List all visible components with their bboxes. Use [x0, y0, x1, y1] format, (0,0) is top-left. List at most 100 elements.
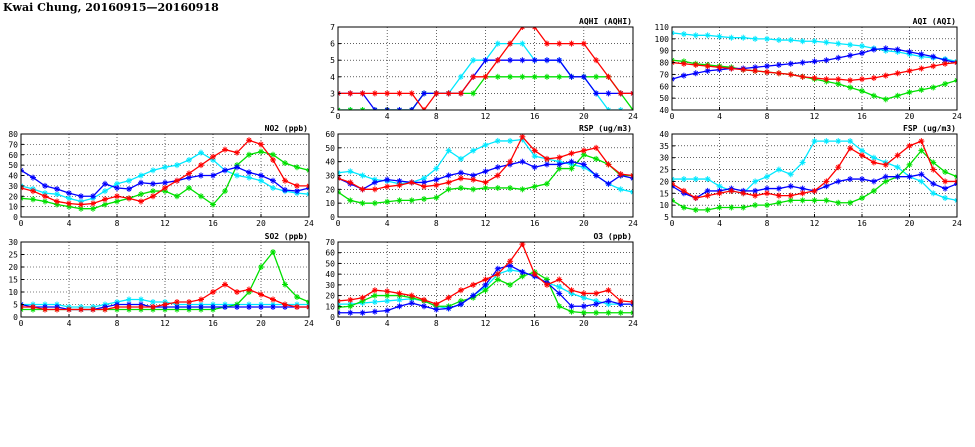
data-point: [531, 271, 538, 278]
data-point: [246, 286, 252, 293]
data-point: [494, 172, 501, 179]
data-point: [580, 290, 587, 297]
data-point: [90, 205, 96, 212]
data-point: [21, 304, 24, 310]
chart-title: RSP (ug/m3): [579, 124, 632, 133]
data-point: [282, 281, 288, 288]
data-point: [894, 173, 901, 180]
data-point: [90, 193, 96, 200]
data-point: [494, 164, 501, 171]
data-point: [54, 191, 60, 198]
y-tick-label: 60: [8, 151, 18, 160]
data-point: [752, 178, 759, 185]
data-point: [568, 303, 575, 310]
data-point: [531, 183, 538, 190]
y-tick-label: 4: [330, 73, 335, 82]
data-point: [775, 37, 782, 44]
data-point: [764, 35, 770, 42]
data-point: [338, 309, 341, 316]
data-point: [787, 71, 794, 78]
data-point: [775, 185, 782, 192]
x-tick-label: 12: [481, 112, 491, 121]
data-point: [752, 192, 759, 199]
data-point: [421, 107, 428, 110]
data-point: [102, 180, 108, 187]
x-tick-label: 4: [717, 219, 722, 228]
data-point: [752, 64, 759, 71]
x-tick-label: 16: [530, 319, 540, 328]
data-point: [580, 40, 587, 47]
data-point: [494, 271, 501, 278]
data-point: [457, 287, 464, 294]
data-point: [906, 89, 913, 96]
data-point: [811, 74, 818, 81]
data-point: [114, 184, 120, 191]
data-point: [954, 59, 957, 66]
data-point: [580, 303, 587, 310]
data-point: [630, 299, 633, 305]
data-point: [21, 167, 24, 174]
data-point: [918, 138, 925, 145]
data-point: [930, 63, 937, 70]
data-point: [930, 190, 937, 197]
data-point: [30, 174, 36, 181]
x-tick-label: 24: [304, 219, 314, 228]
data-point: [234, 304, 240, 310]
data-point: [371, 287, 378, 294]
chart-title: AQI (AQI): [913, 17, 956, 26]
data-point: [930, 166, 937, 173]
data-point: [811, 138, 818, 145]
data-point: [384, 198, 391, 205]
data-point: [234, 164, 240, 171]
data-point: [823, 76, 830, 83]
data-point: [482, 281, 489, 288]
data-point: [359, 172, 366, 179]
data-point: [859, 42, 865, 49]
y-tick-label: 40: [325, 270, 335, 279]
x-tick-label: 4: [67, 219, 72, 228]
data-point: [680, 204, 687, 211]
data-point: [246, 174, 252, 181]
data-point: [692, 195, 699, 202]
data-point: [270, 296, 276, 303]
data-point: [198, 172, 204, 179]
data-point: [162, 184, 168, 191]
data-point: [605, 297, 612, 304]
x-tick-label: 8: [434, 219, 439, 228]
data-point: [222, 167, 228, 174]
x-tick-label: 12: [160, 319, 170, 328]
data-point: [421, 196, 428, 203]
x-tick-label: 16: [530, 219, 540, 228]
data-point: [258, 264, 264, 270]
data-point: [347, 107, 354, 110]
data-point: [519, 158, 526, 165]
data-point: [882, 161, 889, 168]
data-point: [556, 290, 563, 297]
data-point: [593, 90, 600, 97]
data-point: [672, 29, 675, 36]
data-point: [556, 165, 563, 172]
data-point: [835, 40, 842, 47]
data-point: [421, 183, 428, 190]
y-tick-label: 20: [8, 192, 18, 201]
data-point: [847, 145, 854, 152]
x-tick-label: 16: [857, 219, 867, 228]
data-point: [568, 165, 575, 172]
data-point: [210, 172, 216, 179]
data-point: [954, 197, 957, 204]
data-point: [593, 57, 600, 64]
data-point: [246, 151, 252, 158]
data-point: [799, 38, 806, 45]
data-point: [568, 308, 575, 315]
y-tick-label: 30: [325, 281, 335, 290]
data-point: [150, 188, 156, 195]
data-point: [728, 204, 735, 211]
data-point: [282, 187, 288, 194]
y-tick-label: 60: [325, 249, 335, 258]
data-point: [823, 138, 830, 145]
data-point: [494, 276, 501, 283]
data-point: [234, 172, 240, 179]
x-tick-label: 24: [952, 112, 962, 121]
data-point: [210, 201, 216, 208]
